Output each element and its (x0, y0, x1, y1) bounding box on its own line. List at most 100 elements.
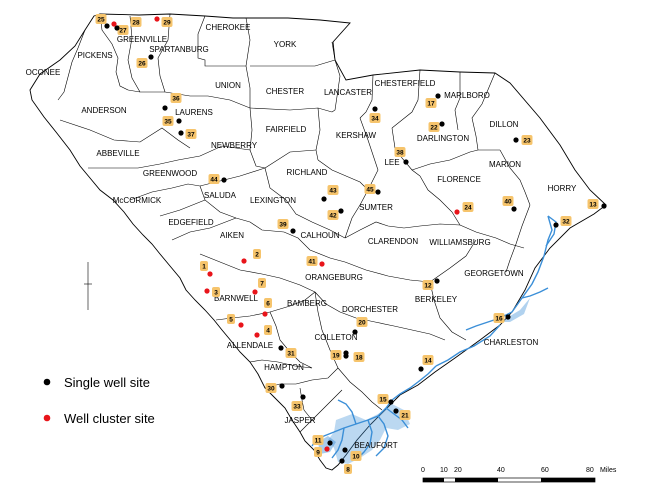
site-16: 16 (493, 313, 511, 323)
site-tag-bg (462, 202, 474, 212)
county-label-darlington: DARLINGTON (417, 134, 470, 143)
site-number: 21 (401, 412, 409, 419)
county-label-pickens: PICKENS (77, 51, 112, 60)
county-label-mccormick: McCORMICK (113, 196, 162, 205)
single-site-dot (327, 440, 333, 446)
site-8: 8 (339, 458, 352, 474)
state-outline (29, 13, 607, 471)
site-5: 5 (227, 314, 244, 328)
site-34: 34 (369, 106, 381, 123)
county-label-marion: MARION (489, 160, 521, 169)
county-label-edgefield: EDGEFIELD (168, 218, 214, 227)
county-label-cherokee: CHEROKEE (206, 23, 251, 32)
site-15: 15 (377, 394, 394, 405)
site-tag-bg (264, 298, 272, 308)
site-number: 38 (396, 149, 404, 156)
site-number: 26 (138, 60, 146, 67)
site-30: 30 (265, 383, 285, 393)
single-site-dot (300, 394, 306, 400)
site-tag-bg (369, 113, 381, 123)
site-19: 19 (330, 350, 349, 360)
site-tag-bg (208, 174, 220, 184)
site-tag-bg (136, 58, 148, 68)
county-label-lancaster: LANCASTER (324, 88, 372, 97)
site-number: 24 (464, 204, 472, 211)
scale-units: Miles (600, 467, 617, 474)
site-number: 7 (260, 280, 264, 287)
county-label-newberry: NEWBERRY (211, 141, 258, 150)
site-number: 40 (504, 198, 512, 205)
legend-single-dot (43, 378, 51, 386)
site-tag-bg (327, 185, 339, 195)
county-label-williamsburg: WILLIAMSBURG (429, 238, 490, 247)
site-number: 37 (187, 131, 195, 138)
site-43: 43 (321, 185, 339, 202)
single-site-dot (104, 23, 110, 29)
site-tag-bg (587, 199, 599, 209)
site-24: 24 (454, 202, 474, 215)
county-label-union: UNION (215, 81, 241, 90)
site-tag-bg (212, 287, 220, 297)
site-41: 41 (306, 256, 325, 267)
county-label-sumter: SUMTER (359, 203, 393, 212)
site-4: 4 (254, 325, 272, 338)
site-tag-bg (521, 135, 533, 145)
single-site-dot (176, 118, 182, 124)
site-number: 30 (267, 385, 275, 392)
scale-tick-40: 40 (497, 467, 505, 474)
county-label-allendale: ALLENDALE (227, 341, 273, 350)
single-site-dot (343, 350, 349, 356)
single-site-dot (418, 366, 424, 372)
site-number: 29 (163, 19, 171, 26)
site-tag-bg (344, 464, 352, 474)
site-17: 17 (425, 93, 441, 108)
site-tag-bg (364, 184, 376, 194)
site-number: 31 (287, 350, 295, 357)
scale-bar: 0 10 20 40 60 80 Miles (421, 467, 617, 483)
single-site-dot (372, 106, 378, 112)
site-number: 45 (366, 186, 374, 193)
single-site-dot (513, 137, 519, 143)
cluster-site-dot (254, 332, 260, 338)
site-42: 42 (327, 208, 344, 220)
site-number: 36 (172, 95, 180, 102)
site-number: 25 (97, 16, 105, 23)
county-label-richland: RICHLAND (287, 168, 328, 177)
site-tag-bg (227, 314, 235, 324)
site-tag-bg (161, 17, 173, 27)
site-number: 27 (119, 27, 127, 34)
county-label-laurens: LAURENS (175, 108, 213, 117)
site-tag-bg (117, 25, 129, 35)
site-tag-bg (356, 317, 368, 327)
site-9: 9 (314, 446, 330, 457)
site-29: 29 (154, 16, 173, 27)
site-number: 1 (202, 263, 206, 270)
single-site-dot (388, 399, 394, 405)
county-label-kershaw: KERSHAW (336, 131, 377, 140)
county-label-horry: HORRY (548, 184, 577, 193)
site-7: 7 (252, 278, 266, 295)
site-tag-bg (285, 348, 297, 358)
county-label-aiken: AIKEN (220, 231, 244, 240)
site-tag-bg (353, 352, 365, 362)
county-label-anderson: ANDERSON (81, 106, 127, 115)
cluster-site-dot (207, 271, 213, 277)
site-number: 42 (329, 212, 337, 219)
county-label-york: YORK (274, 40, 297, 49)
single-site-dot (439, 121, 445, 127)
site-tag-bg (258, 278, 266, 288)
single-site-dot (553, 222, 559, 228)
site-tag-bg (277, 219, 289, 229)
county-label-berkeley: BERKELEY (415, 295, 458, 304)
legend-cluster-dot (43, 414, 51, 422)
county-label-saluda: SALUDA (204, 191, 237, 200)
county-label-greenwood: GREENWOOD (143, 169, 197, 178)
single-site-dot (342, 447, 348, 453)
county-label-clarendon: CLARENDON (368, 237, 418, 246)
site-number: 16 (495, 315, 503, 322)
single-site-dot (352, 329, 358, 335)
site-number: 10 (352, 453, 360, 460)
scale-tick-10: 10 (440, 467, 448, 474)
site-37: 37 (178, 129, 197, 139)
county-label-beaufort: BEAUFORT (354, 441, 398, 450)
